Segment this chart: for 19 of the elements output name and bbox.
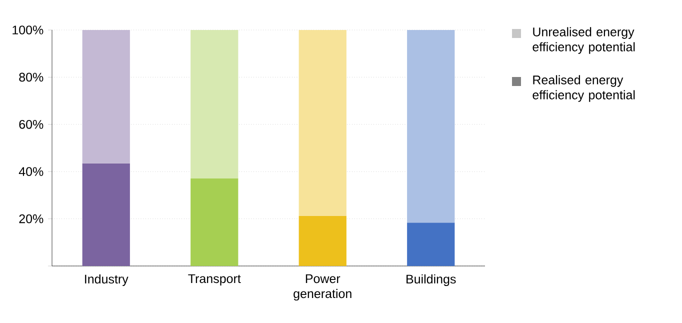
x-tick-label: Buildings xyxy=(406,274,456,286)
bar xyxy=(82,163,130,266)
y-tick-label: 80% xyxy=(19,72,44,82)
bar xyxy=(82,30,130,164)
legend-label: Unrealised energy efficiency potential xyxy=(532,27,635,54)
y-tick-label: 20% xyxy=(19,214,44,224)
bar xyxy=(190,30,238,178)
y-tick-label: 40% xyxy=(18,167,44,176)
y-tick-label: 100% xyxy=(12,26,44,34)
x-tick-label: Transport xyxy=(188,274,241,286)
bar xyxy=(190,178,238,266)
text: Realised energy efficiency potential xyxy=(532,75,635,102)
bar xyxy=(298,30,346,216)
bar xyxy=(298,216,346,266)
x-tick-label: Power generation xyxy=(294,274,352,301)
bar xyxy=(407,222,455,266)
bar xyxy=(407,30,455,223)
y-tick-label: 60% xyxy=(19,120,44,129)
x-tick-label: Industry xyxy=(85,274,128,286)
